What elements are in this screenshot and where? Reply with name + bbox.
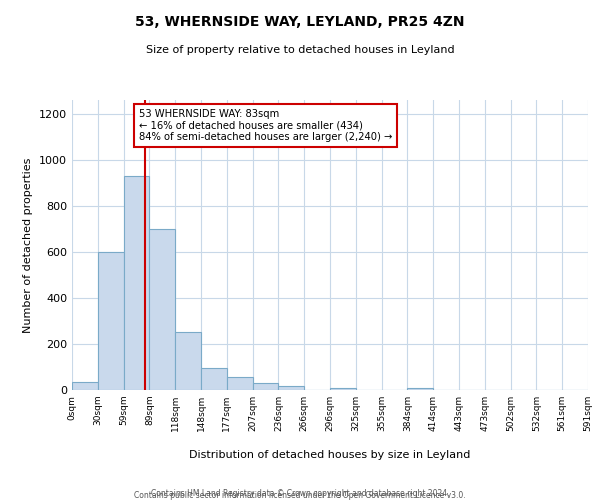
Bar bbox=[72, 382, 98, 390]
Text: Size of property relative to detached houses in Leyland: Size of property relative to detached ho… bbox=[146, 45, 454, 55]
Text: Contains public sector information licensed under the Open Government Licence v3: Contains public sector information licen… bbox=[134, 491, 466, 500]
Bar bbox=[149, 229, 175, 390]
Bar bbox=[201, 368, 227, 390]
Text: 53 WHERNSIDE WAY: 83sqm
← 16% of detached houses are smaller (434)
84% of semi-d: 53 WHERNSIDE WAY: 83sqm ← 16% of detache… bbox=[139, 108, 392, 142]
Text: Contains HM Land Registry data © Crown copyright and database right 2024.: Contains HM Land Registry data © Crown c… bbox=[151, 488, 449, 498]
Text: 53, WHERNSIDE WAY, LEYLAND, PR25 4ZN: 53, WHERNSIDE WAY, LEYLAND, PR25 4ZN bbox=[135, 15, 465, 29]
Y-axis label: Number of detached properties: Number of detached properties bbox=[23, 158, 34, 332]
Bar bbox=[98, 252, 124, 390]
Bar bbox=[253, 383, 278, 390]
Bar bbox=[175, 332, 201, 390]
Text: Distribution of detached houses by size in Leyland: Distribution of detached houses by size … bbox=[190, 450, 470, 460]
Bar bbox=[330, 388, 356, 390]
Bar bbox=[407, 388, 433, 390]
Bar bbox=[124, 176, 149, 390]
Bar bbox=[227, 378, 253, 390]
Bar bbox=[278, 386, 304, 390]
